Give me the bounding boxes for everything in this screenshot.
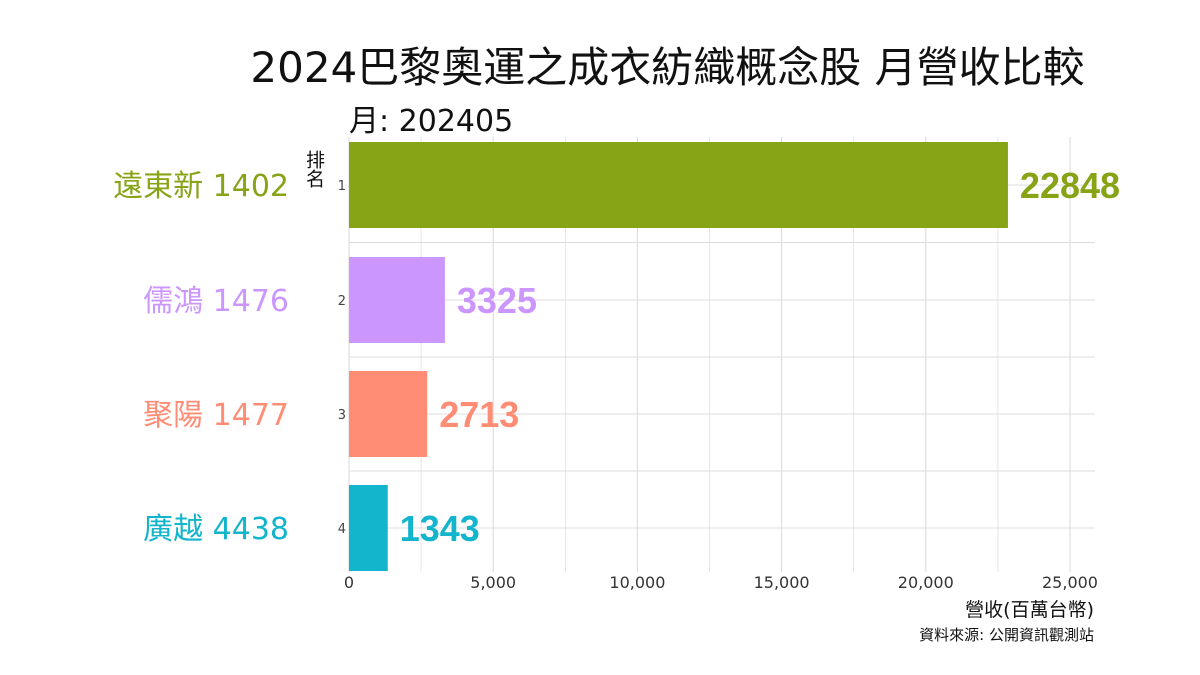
x-tick-label: 0 <box>344 573 354 592</box>
category-label: 廣越 4438 <box>143 512 289 547</box>
rank-tick-label: 4 <box>338 522 346 537</box>
value-label: 2713 <box>439 394 519 435</box>
rank-tick-label: 2 <box>338 294 346 309</box>
y-axis-label: 排名 <box>303 150 325 188</box>
value-label: 22848 <box>1020 165 1120 206</box>
category-label: 遠東新 1402 <box>113 169 289 204</box>
rank-tick-label: 1 <box>338 179 346 194</box>
x-tick-label: 15,000 <box>754 573 810 592</box>
x-tick-label: 25,000 <box>1042 573 1098 592</box>
bar-4 <box>349 485 388 571</box>
category-label: 聚陽 1477 <box>143 398 289 433</box>
chart-title: 2024巴黎奧運之成衣紡織概念股 月營收比較 <box>250 43 1085 92</box>
rank-tick-label: 3 <box>338 408 346 423</box>
x-axis-label: 營收(百萬台幣) <box>965 599 1094 621</box>
source-caption: 資料來源: 公開資訊觀測站 <box>919 626 1094 644</box>
bar-2 <box>349 257 445 343</box>
x-tick-label: 20,000 <box>898 573 954 592</box>
value-label: 3325 <box>457 280 537 321</box>
value-label: 1343 <box>400 508 480 549</box>
x-tick-label: 5,000 <box>470 573 516 592</box>
x-tick-label: 10,000 <box>609 573 665 592</box>
bar-3 <box>349 371 428 457</box>
bar-1 <box>349 142 1008 228</box>
category-label: 儒鴻 1476 <box>143 284 289 319</box>
chart-subtitle: 月: 202405 <box>349 104 514 139</box>
